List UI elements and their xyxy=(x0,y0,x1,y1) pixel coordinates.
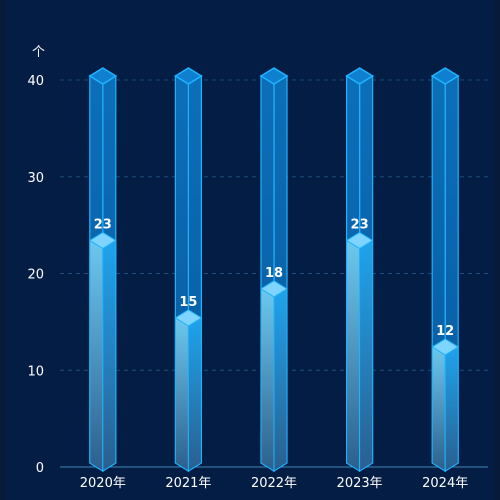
bar-value-label: 12 xyxy=(436,324,454,339)
bar-fill-cap xyxy=(88,231,117,250)
bar-fill-left xyxy=(174,316,189,472)
bar-group xyxy=(88,67,118,473)
bars-layer xyxy=(88,67,460,473)
bar-group xyxy=(259,67,289,473)
y-tick-label: 40 xyxy=(27,74,44,89)
x-tick-label: 2024年 xyxy=(422,476,468,491)
labels-layer: 23 2020年 15 2021年 18 2022年 23 2023年 12 2024年 xyxy=(80,217,468,491)
chart-panel: 个 0 10 20 30 40 23 2020年 15 2021年 18 2022年 23 2023年… xyxy=(6,0,494,500)
y-axis-unit: 个 xyxy=(32,45,45,60)
bar-fill-right xyxy=(359,239,374,472)
bar-fill-cap xyxy=(431,338,460,356)
bar-value-label: 23 xyxy=(351,217,369,232)
bar-fill-cap xyxy=(174,309,203,327)
bar-fill-left xyxy=(431,346,446,472)
bar-fill-cap xyxy=(345,231,374,250)
bar-fill-right xyxy=(187,316,202,472)
bar-value-label: 23 xyxy=(94,217,112,232)
bar-container-cap xyxy=(88,67,118,85)
x-tick-label: 2022年 xyxy=(251,476,297,491)
bar-value-label: 15 xyxy=(179,295,197,310)
bar-fill-left xyxy=(89,239,104,472)
x-tick-label: 2021年 xyxy=(165,476,211,491)
bar-container-cap xyxy=(259,67,289,85)
y-tick-label: 20 xyxy=(27,268,44,283)
x-tick-label: 2023年 xyxy=(337,476,383,491)
bar-group xyxy=(345,67,375,473)
bar-container-cap xyxy=(345,67,375,85)
bar-fill-right xyxy=(102,239,117,472)
bar-chart: 个 0 10 20 30 40 23 2020年 15 2021年 18 2022年 23 2023年… xyxy=(27,45,488,491)
bar-fill-left xyxy=(260,287,275,472)
y-tick-label: 10 xyxy=(27,364,44,379)
bar-group xyxy=(430,67,460,473)
x-tick-label: 2020年 xyxy=(80,476,126,491)
y-tick-label: 30 xyxy=(27,171,44,186)
bar-container-cap xyxy=(173,67,203,85)
bar-group xyxy=(173,67,203,473)
bar-value-label: 18 xyxy=(265,266,283,281)
y-tick-label: 0 xyxy=(36,461,44,476)
bar-fill-right xyxy=(444,346,459,472)
bar-container-cap xyxy=(430,67,460,85)
bar-fill-right xyxy=(273,287,288,472)
bar-fill-left xyxy=(346,239,361,472)
bar-fill-cap xyxy=(260,280,288,298)
